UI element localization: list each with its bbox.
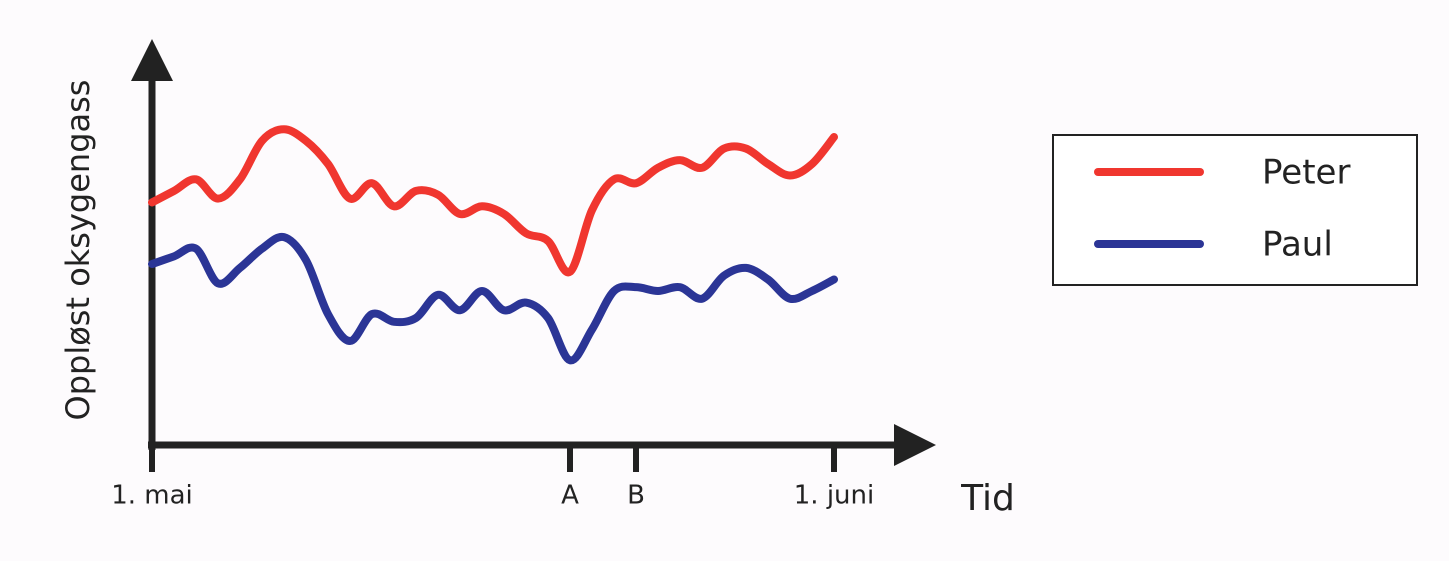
x-tick-label: A <box>561 481 579 511</box>
x-tick-label: 1. juni <box>794 481 874 511</box>
legend-box <box>1052 134 1418 286</box>
legend-label: Paul <box>1262 225 1333 265</box>
line <box>148 232 838 365</box>
legend-label: Peter <box>1262 153 1350 193</box>
x-tick-label: 1. mai <box>111 481 193 511</box>
line <box>148 125 838 277</box>
x-tick-label: B <box>627 481 645 511</box>
y-axis-label: Oppløst oksygengass <box>59 80 97 421</box>
x-axis-label: Tid <box>960 478 1015 519</box>
